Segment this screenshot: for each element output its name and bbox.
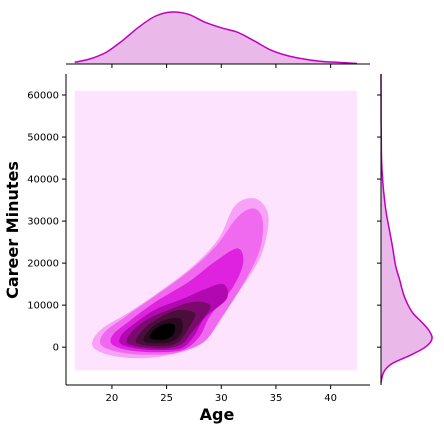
y-tick-label: 20000 bbox=[27, 259, 59, 270]
kde-contour-level-8 bbox=[149, 323, 176, 341]
x-axis-title: Age bbox=[200, 405, 235, 424]
x-marginal-density-line bbox=[74, 11, 357, 65]
x-tick-label: 25 bbox=[160, 393, 173, 404]
x-axis-ticks: 20 25 30 35 40 bbox=[106, 385, 337, 404]
y-tick-label: 60000 bbox=[27, 91, 59, 102]
x-marginal-ticks bbox=[111, 64, 332, 68]
y-tick-label: 0 bbox=[53, 343, 59, 354]
y-tick-label: 30000 bbox=[27, 217, 59, 228]
x-marginal-density-fill bbox=[74, 11, 357, 64]
y-marginal-density-fill bbox=[381, 74, 433, 383]
y-marginal-panel bbox=[377, 73, 433, 385]
y-tick-label: 40000 bbox=[27, 175, 59, 186]
x-tick-label: 30 bbox=[215, 393, 228, 404]
x-tick-label: 40 bbox=[324, 393, 337, 404]
x-tick-label: 35 bbox=[270, 393, 283, 404]
y-tick-label: 10000 bbox=[27, 301, 59, 312]
y-marginal-ticks bbox=[377, 94, 381, 348]
joint-panel: 20 25 30 35 40 0 10000 20000 30000 40000 50000 600… bbox=[3, 74, 370, 424]
x-marginal-panel bbox=[66, 11, 370, 68]
kde-contours bbox=[74, 90, 357, 371]
y-axis-ticks: 0 10000 20000 30000 40000 50000 60000 bbox=[27, 91, 66, 354]
x-tick-label: 20 bbox=[106, 393, 119, 404]
y-tick-label: 50000 bbox=[27, 133, 59, 144]
y-axis-title: Career Minutes bbox=[3, 161, 22, 299]
